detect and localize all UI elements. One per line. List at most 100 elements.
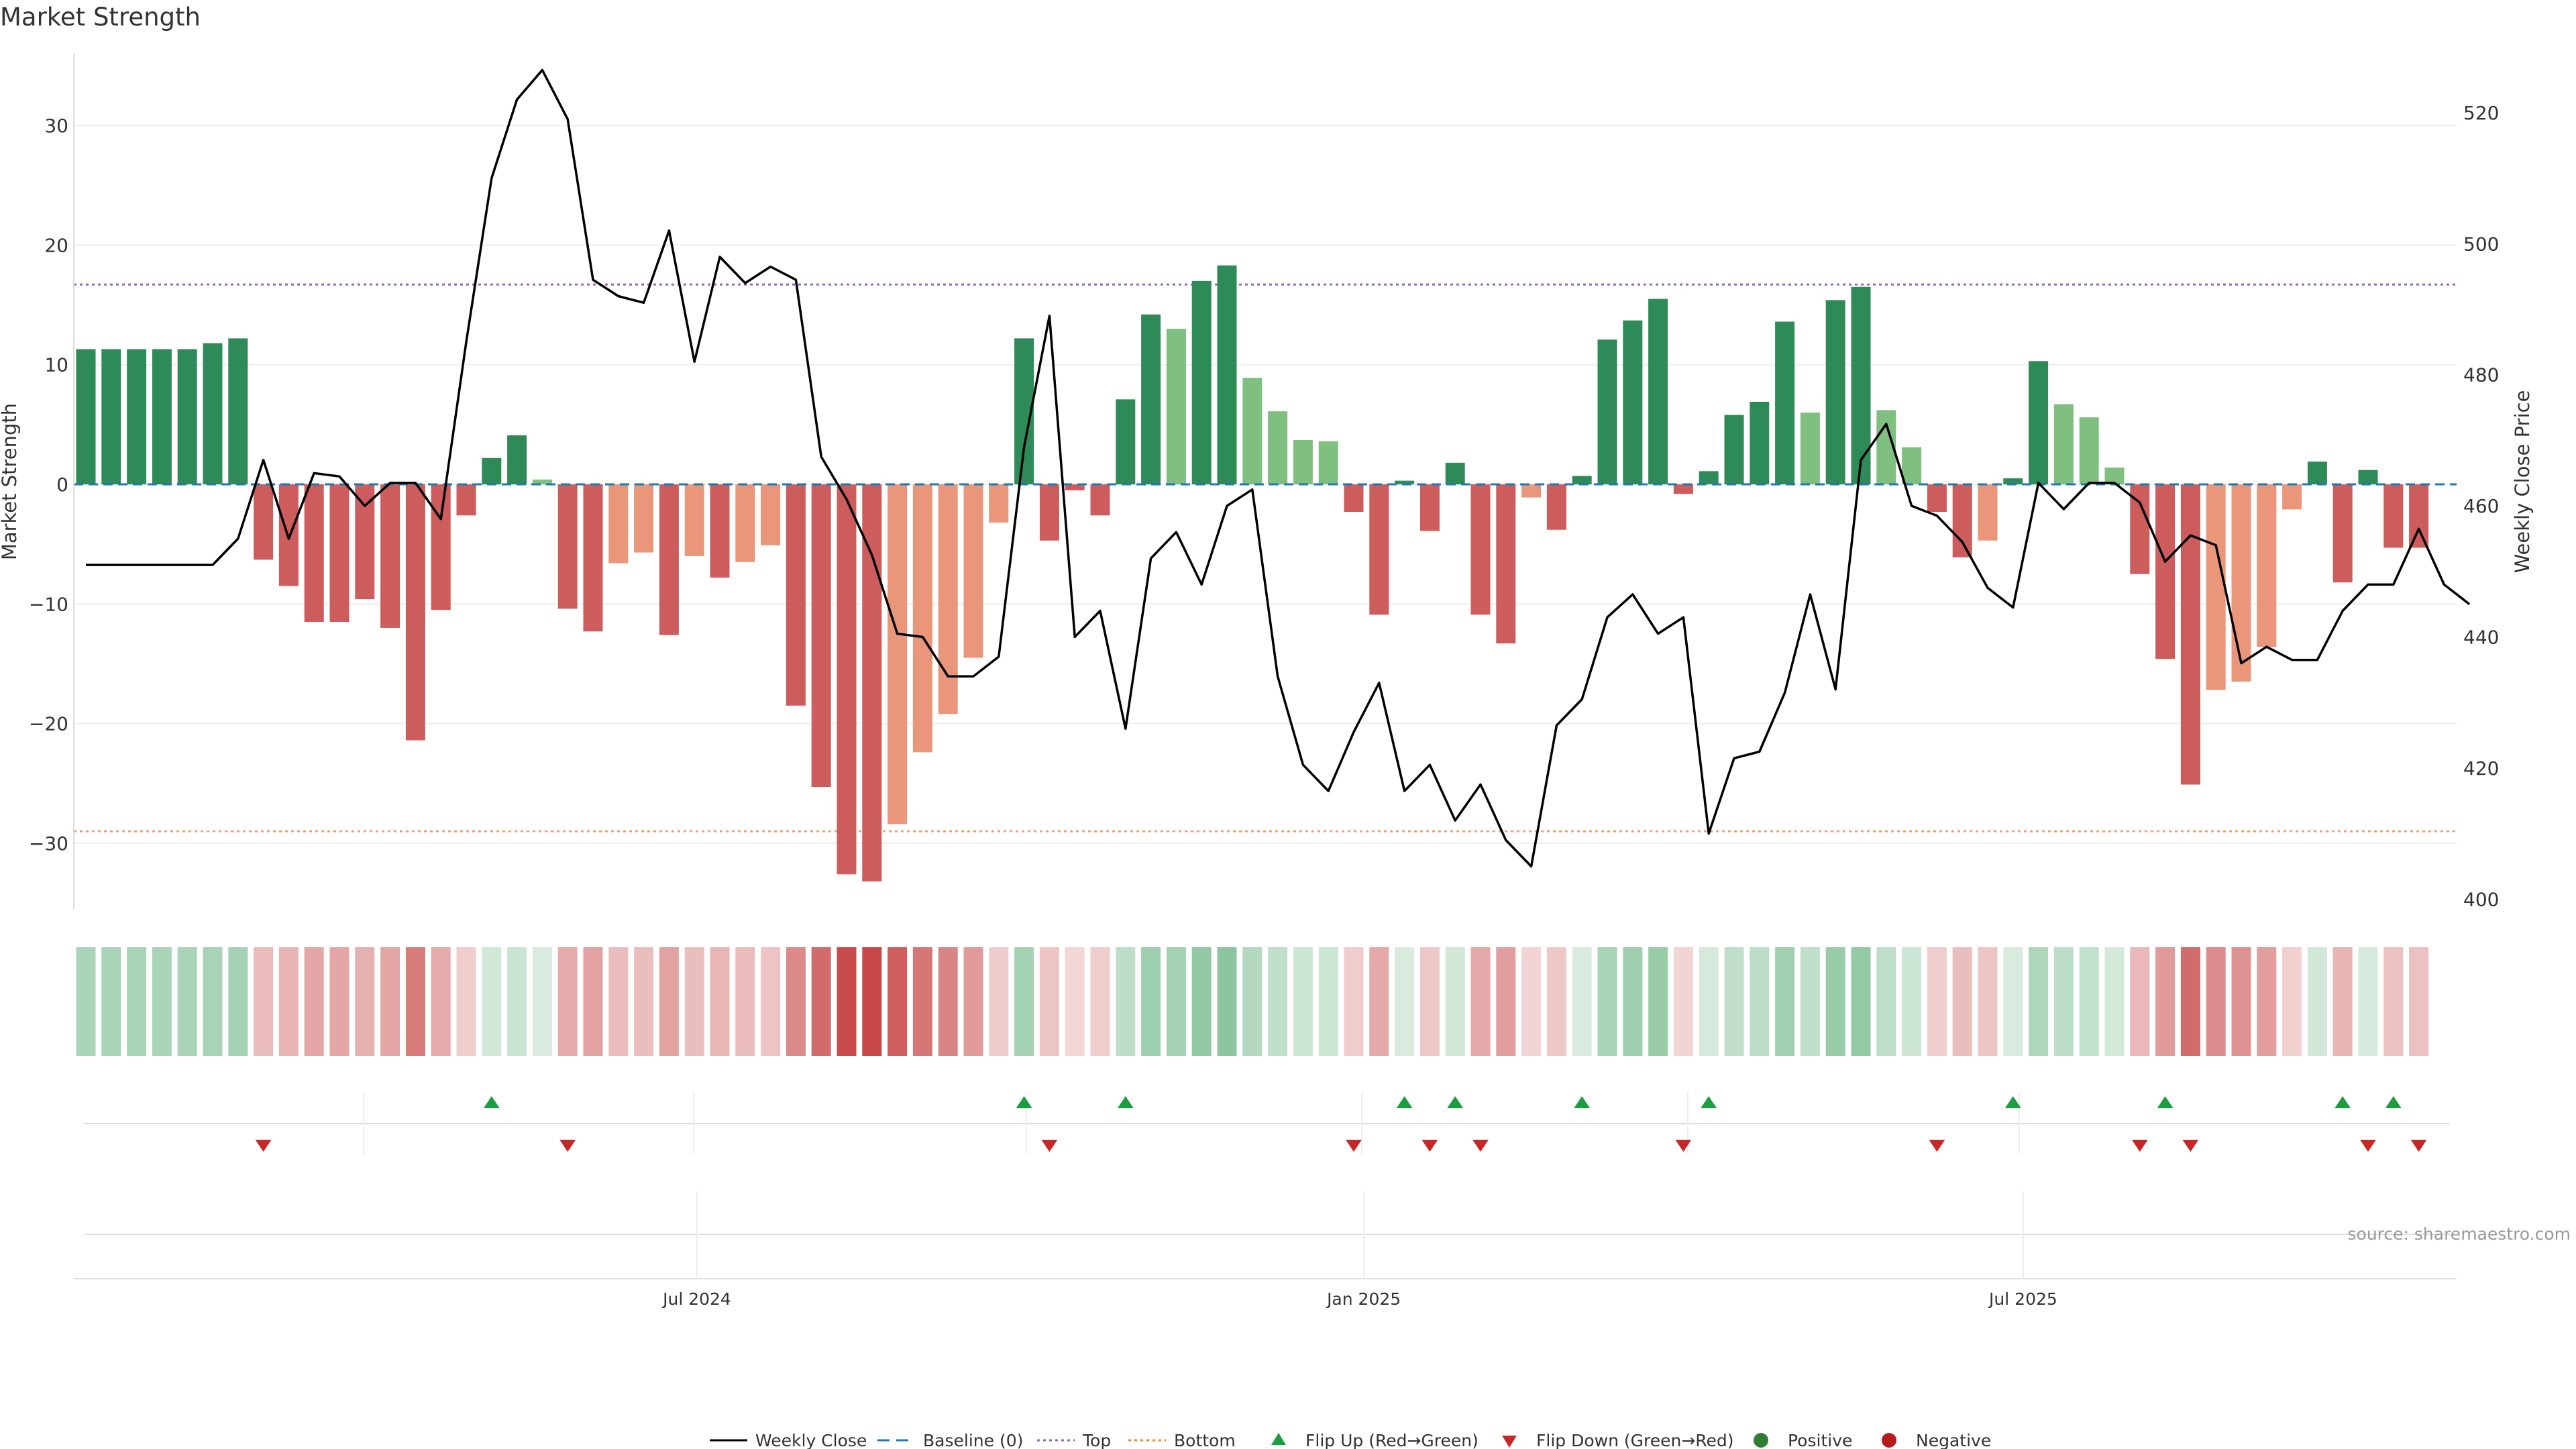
heat-cell: [862, 947, 882, 1056]
strength-bar: [532, 479, 552, 484]
strength-bar: [684, 484, 704, 556]
legend-swatch: [1882, 1433, 1896, 1448]
flip-down-marker: [1929, 1140, 1945, 1152]
strength-bar: [659, 484, 679, 635]
strength-bar: [557, 484, 578, 609]
strength-bar: [1268, 411, 1288, 484]
y2-tick-label: 480: [2463, 364, 2499, 386]
strength-bar: [1065, 484, 1085, 490]
strength-bar: [456, 484, 476, 516]
x-tick-label: Jul 2025: [1988, 1289, 2057, 1309]
y-tick-label: −20: [29, 713, 68, 735]
heat-cell: [1217, 947, 1237, 1056]
strength-bar: [761, 484, 781, 545]
y2-tick-label: 460: [2463, 495, 2499, 517]
legend-label: Top: [1082, 1431, 1111, 1449]
heat-cell: [2079, 947, 2099, 1056]
strength-bar: [989, 484, 1009, 523]
heat-cell: [1242, 947, 1263, 1056]
heat-cell: [1445, 947, 1465, 1056]
strength-bar: [431, 484, 451, 610]
flip-up-marker: [1117, 1096, 1134, 1108]
strength-bar: [482, 458, 502, 484]
strength-bar: [76, 349, 96, 484]
heat-cell: [507, 947, 527, 1056]
strength-bar: [1851, 286, 1871, 484]
heat-cell: [1293, 947, 1313, 1056]
flip-up-marker: [2004, 1096, 2021, 1108]
strength-bar: [1572, 476, 1592, 484]
heat-cell: [1268, 947, 1288, 1056]
strength-bar: [1395, 480, 1415, 484]
legend-label: Flip Up (Red→Green): [1305, 1431, 1479, 1449]
y-tick-label: 30: [44, 115, 68, 137]
heat-cell: [329, 947, 350, 1056]
strength-bar: [2130, 484, 2150, 574]
strength-bar: [2003, 478, 2023, 484]
flip-down-marker: [255, 1140, 272, 1152]
strength-bar: [355, 484, 375, 600]
strength-bar: [1090, 484, 1110, 516]
strength-bar: [2358, 470, 2378, 484]
strength-bar: [1039, 484, 1059, 541]
heat-cell: [203, 947, 223, 1056]
heat-cell: [2332, 947, 2353, 1056]
strength-bar: [177, 349, 197, 484]
strength-bar: [912, 484, 932, 753]
strength-bar: [2079, 417, 2099, 484]
flip-down-marker: [1346, 1140, 1362, 1152]
strength-bar: [811, 484, 831, 788]
heat-cell: [177, 947, 197, 1056]
heat-cell: [76, 947, 96, 1056]
strength-bar: [1546, 484, 1566, 530]
flip-down-marker: [1472, 1140, 1489, 1152]
heat-cell: [380, 947, 400, 1056]
y-tick-label: −10: [29, 593, 68, 615]
strength-bar: [1217, 265, 1237, 484]
y-tick-label: −30: [29, 833, 68, 855]
strength-bar: [1623, 320, 1643, 484]
heat-cell: [456, 947, 476, 1056]
heat-cell: [532, 947, 552, 1056]
heat-cell: [811, 947, 831, 1056]
heat-cell: [1191, 947, 1212, 1056]
heat-cell: [254, 947, 274, 1056]
heat-cell: [2155, 947, 2176, 1056]
heat-cell: [1597, 947, 1617, 1056]
flip-up-marker: [2385, 1096, 2402, 1108]
strength-bar: [634, 484, 654, 553]
heat-cell: [2104, 947, 2125, 1056]
heat-cell: [557, 947, 578, 1056]
heat-cell: [684, 947, 704, 1056]
heat-cell: [1724, 947, 1744, 1056]
strength-bar: [2053, 404, 2074, 484]
strength-bar: [1419, 484, 1440, 531]
strength-bar: [203, 343, 223, 484]
heat-cell: [1876, 947, 1896, 1056]
strength-bar: [1648, 299, 1668, 484]
flip-down-marker: [559, 1140, 576, 1152]
strength-bar: [786, 484, 806, 706]
strength-bar: [1927, 484, 1947, 512]
heat-cell: [482, 947, 502, 1056]
flip-up-marker: [1574, 1096, 1591, 1108]
legend-swatch: [1754, 1433, 1768, 1448]
strength-bar: [1775, 321, 1795, 484]
strength-bar: [1902, 447, 1922, 484]
strength-bar: [1699, 471, 1719, 484]
strength-bar: [1242, 378, 1263, 484]
strength-bar: [1318, 441, 1338, 484]
flip-up-marker: [1447, 1096, 1464, 1108]
legend-swatch: [1271, 1433, 1286, 1445]
strength-bar: [2104, 467, 2125, 484]
heat-cell: [2130, 947, 2150, 1056]
strength-bar: [2383, 484, 2404, 548]
strength-bar: [1470, 484, 1491, 615]
legend-label: Negative: [1916, 1431, 1991, 1449]
x-tick-label: Jul 2024: [661, 1289, 731, 1309]
strength-bar: [1191, 280, 1212, 484]
strength-bar: [735, 484, 755, 562]
heat-cell: [1039, 947, 1059, 1056]
heat-cell: [2409, 947, 2429, 1056]
heat-cell: [1572, 947, 1592, 1056]
